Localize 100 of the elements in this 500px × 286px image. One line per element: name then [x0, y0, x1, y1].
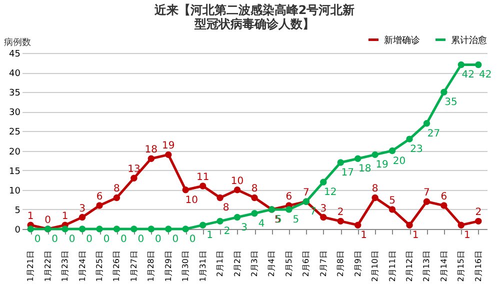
x-tick-label: 2月10日 — [370, 250, 380, 282]
data-label: 11 — [196, 172, 210, 183]
data-label: 18 — [144, 144, 158, 156]
data-label: 7 — [302, 188, 310, 199]
x-tick-label: 1月21日 — [26, 250, 36, 282]
point — [165, 226, 172, 232]
data-label: 8 — [251, 184, 258, 195]
point — [62, 226, 68, 232]
data-label: 0 — [44, 215, 52, 226]
point — [458, 222, 465, 228]
data-label: 13 — [128, 164, 140, 176]
x-tick-label: 1月31日 — [198, 250, 208, 282]
x-tick-label: 1月30日 — [181, 250, 190, 282]
data-label: 2 — [337, 207, 344, 218]
data-label: 17 — [341, 168, 354, 179]
x-tick-label: 1月26日 — [112, 250, 122, 282]
point — [130, 174, 138, 182]
data-label: 3 — [241, 222, 248, 234]
point — [96, 226, 103, 232]
x-tick-label: 2月3日 — [250, 250, 259, 277]
data-label: 42 — [462, 70, 475, 81]
x-tick-label: 2月6日 — [302, 250, 311, 277]
x-tick-label: 2月11日 — [388, 250, 397, 282]
data-label: 12 — [324, 187, 337, 198]
point — [423, 120, 430, 127]
data-label: 1 — [206, 230, 214, 242]
data-label: 10 — [185, 194, 198, 206]
point — [234, 214, 241, 221]
data-label: 10 — [230, 176, 244, 187]
point — [199, 182, 206, 190]
data-label: 6 — [286, 192, 292, 203]
data-label: 5 — [292, 214, 300, 226]
point — [337, 218, 344, 225]
x-tick-label: 2月2日 — [232, 250, 242, 277]
legend-label: 累计治愈 — [451, 34, 487, 46]
data-label: 7 — [310, 206, 316, 218]
point — [337, 159, 344, 166]
data-label: 2 — [224, 226, 230, 238]
x-tick-label: 2月15日 — [456, 250, 466, 282]
data-label: 0 — [68, 234, 76, 245]
chart-title: 近来【河北第二波感染高峰2号河北新型冠状病毒确诊人数】 — [153, 3, 355, 31]
x-tick-label: 1月25日 — [95, 250, 104, 282]
data-label: 0 — [86, 234, 92, 245]
x-tick-label: 2月14日 — [439, 250, 448, 282]
x-tick-label: 1月28日 — [146, 250, 156, 282]
point — [372, 151, 378, 158]
point — [199, 222, 206, 228]
point — [182, 226, 189, 232]
data-label: 7 — [424, 188, 430, 199]
y-axis-title: 病例数 — [4, 37, 31, 48]
point — [148, 155, 155, 162]
y-tick-label: 10 — [9, 186, 21, 196]
x-tick-label: 2月7日 — [318, 250, 328, 277]
point — [440, 88, 448, 96]
point — [423, 198, 430, 205]
x-tick-label: 2月12日 — [405, 250, 414, 282]
legend-label: 新增确诊 — [384, 34, 420, 46]
y-tick-label: 0 — [14, 226, 21, 236]
data-label: 0 — [103, 234, 110, 245]
point — [388, 147, 396, 154]
data-label: 0 — [34, 234, 41, 245]
data-label: 35 — [444, 97, 458, 108]
x-tick-label: 2月5日 — [284, 250, 294, 277]
x-tick-label: 2月9日 — [353, 250, 362, 277]
x-tick-label: 1月23日 — [60, 250, 70, 282]
x-tick-label: 1月29日 — [164, 250, 173, 282]
data-label: 0 — [138, 234, 144, 245]
data-label: 20 — [392, 156, 406, 167]
x-tick-label: 2月16日 — [474, 250, 483, 282]
x-tick-label: 2月1日 — [216, 250, 225, 277]
data-label: 2 — [475, 207, 482, 218]
point — [251, 210, 258, 217]
point — [182, 186, 189, 194]
point — [113, 194, 120, 202]
data-label: 27 — [427, 128, 440, 140]
point — [354, 155, 362, 162]
point — [216, 194, 224, 202]
data-label: 8 — [372, 184, 378, 195]
y-tick-label: 20 — [9, 147, 21, 158]
x-tick-label: 2月4日 — [267, 250, 276, 277]
y-tick-label: 5 — [14, 206, 20, 216]
point — [320, 214, 327, 221]
point — [96, 202, 103, 209]
data-label: 1 — [62, 211, 68, 222]
y-tick-label: 15 — [9, 166, 20, 177]
point — [320, 178, 327, 186]
data-label: 4 — [258, 218, 265, 230]
data-label: 0 — [172, 234, 179, 245]
point — [286, 206, 292, 213]
point — [234, 186, 241, 194]
data-label: 3 — [79, 203, 86, 214]
point — [388, 206, 396, 213]
data-label: 19 — [162, 140, 175, 152]
data-label: 6 — [440, 192, 448, 203]
point — [458, 61, 465, 68]
x-tick-label: 1月27日 — [129, 250, 138, 282]
point — [406, 222, 413, 228]
data-label: 8 — [222, 202, 230, 214]
point — [372, 194, 378, 202]
data-label: 3 — [320, 203, 327, 214]
